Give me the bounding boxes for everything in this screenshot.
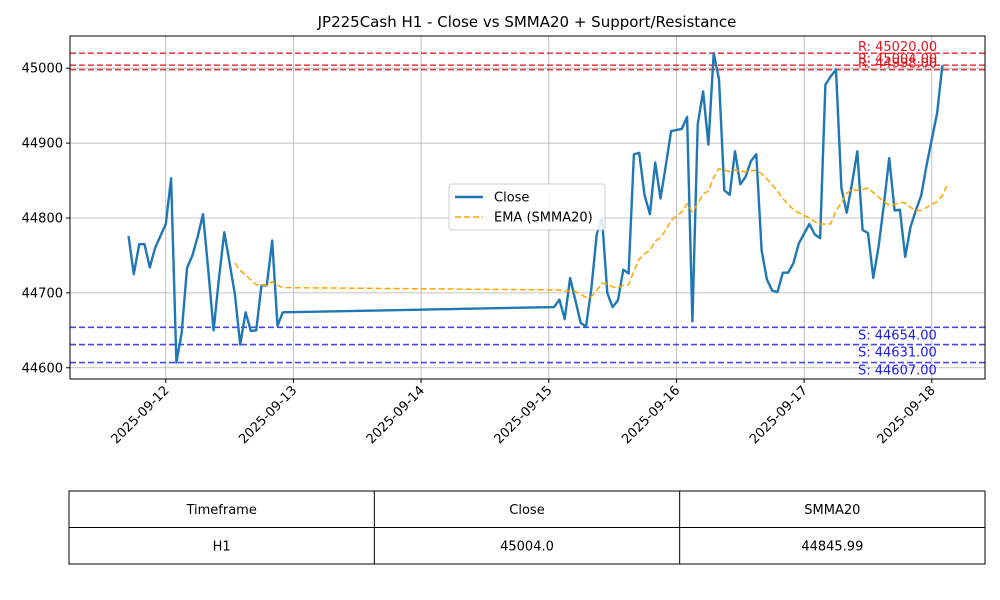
support-label: S: 44607.00 [858, 364, 937, 379]
close-series-line [127, 52, 944, 364]
legend-label: Close [494, 191, 529, 206]
x-tick-label: 2025-09-12 [109, 383, 173, 447]
x-tick-label: 2025-09-13 [236, 383, 300, 447]
x-tick-label: 2025-09-16 [619, 383, 683, 447]
table-header-cell: Close [509, 503, 544, 518]
resistance-label: R: 45020.00 [858, 40, 937, 55]
smma-series-line [234, 167, 949, 299]
y-tick-label: 44600 [22, 361, 63, 376]
legend-label: EMA (SMMA20) [494, 211, 593, 226]
support-label: S: 44631.00 [858, 346, 937, 361]
table-cell: 45004.0 [500, 539, 554, 554]
resistance-label: R: 45004.00 [858, 52, 937, 67]
chart-title: JP225Cash H1 - Close vs SMMA20 + Support… [317, 13, 737, 31]
x-tick-label: 2025-09-17 [747, 383, 811, 447]
x-tick-label: 2025-09-15 [492, 383, 556, 447]
plot-frame [69, 35, 986, 380]
axes-ticks: 2025-09-12 2025-09-13 2025-09-14 2025-09-15… [22, 62, 939, 448]
table-cell: 44845.99 [801, 539, 863, 554]
table-header-cell: SMMA20 [804, 503, 860, 518]
grid [70, 36, 985, 379]
x-tick-label: 2025-09-18 [875, 383, 939, 447]
table-cell: H1 [213, 539, 231, 554]
data-table: Timeframe Close SMMA20 H1 45004.0 44845.99 [68, 490, 986, 565]
x-tick-label: 2025-09-14 [364, 383, 428, 447]
support-label: S: 44654.00 [858, 328, 937, 343]
legend-box [448, 183, 606, 231]
level-labels: R: 45020.00R: 45004.00R: 44998.00 S: 4465… [858, 40, 937, 378]
y-tick-label: 44800 [22, 211, 63, 226]
y-tick-label: 45000 [22, 62, 63, 77]
y-tick-label: 44900 [22, 137, 63, 152]
legend: Close EMA (SMMA20) [448, 183, 606, 231]
resistance-label: R: 44998.00 [858, 57, 937, 72]
series [127, 52, 949, 364]
table-header-cell: Timeframe [185, 503, 256, 518]
y-tick-label: 44700 [22, 286, 63, 301]
